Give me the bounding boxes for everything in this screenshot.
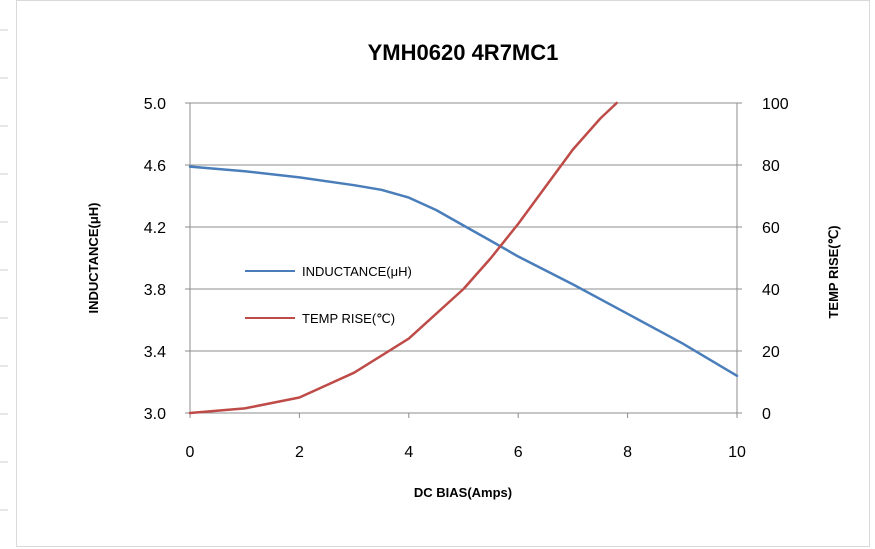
y2-tick-label: 0 bbox=[762, 406, 771, 423]
x-tick-label: 2 bbox=[295, 444, 304, 461]
series-line-temp-rise bbox=[188, 101, 618, 415]
y2-tick-label: 40 bbox=[762, 282, 780, 299]
y-tick-label: 4.6 bbox=[144, 158, 166, 175]
y-tick-labels: 3.0 3.4 3.8 4.2 4.6 5.0 bbox=[144, 96, 166, 423]
legend-label-temp-rise: TEMP RISE(℃) bbox=[302, 311, 395, 326]
y-tick-label: 5.0 bbox=[144, 96, 166, 113]
series-lines bbox=[188, 101, 739, 415]
x-tick-label: 6 bbox=[514, 444, 523, 461]
y2-tick-label: 20 bbox=[762, 344, 780, 361]
x-axis-title: DC BIAS(Amps) bbox=[414, 485, 512, 500]
y2-tick-label: 60 bbox=[762, 220, 780, 237]
y-tick-label: 4.2 bbox=[144, 220, 166, 237]
chart-title: YMH0620 4R7MC1 bbox=[368, 40, 559, 65]
legend: INDUCTANCE(μH) TEMP RISE(℃) bbox=[245, 264, 412, 326]
frame-edge-ticks bbox=[0, 29, 8, 511]
x-tick-label: 10 bbox=[728, 444, 746, 461]
y2-tick-label: 100 bbox=[762, 96, 789, 113]
x-tick-label: 0 bbox=[186, 444, 195, 461]
x-tick-labels: 0 2 4 6 8 10 bbox=[186, 444, 746, 461]
axes bbox=[185, 102, 742, 418]
y2-tick-label: 80 bbox=[762, 158, 780, 175]
y2-tick-labels: 0 20 40 60 80 100 bbox=[762, 96, 789, 423]
series-line-inductance bbox=[188, 165, 739, 378]
y2-axis-title: TEMP RISE(℃) bbox=[826, 225, 841, 318]
x-tick-label: 8 bbox=[623, 444, 632, 461]
chart-frame bbox=[16, 0, 870, 547]
y-axis-title: INDUCTANCE(μH) bbox=[86, 203, 101, 314]
gridlines bbox=[190, 102, 737, 414]
legend-label-inductance: INDUCTANCE(μH) bbox=[302, 264, 412, 279]
x-tick-label: 4 bbox=[404, 444, 413, 461]
y-tick-label: 3.4 bbox=[144, 344, 166, 361]
y-tick-label: 3.0 bbox=[144, 406, 166, 423]
y-tick-label: 3.8 bbox=[144, 282, 166, 299]
